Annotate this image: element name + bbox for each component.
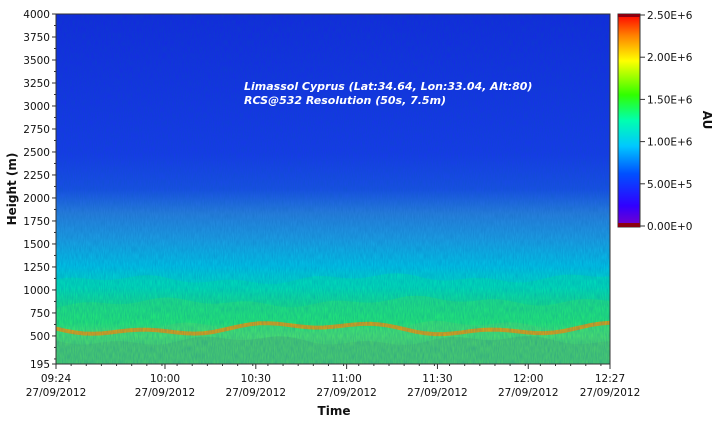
x-tick-time: 11:00 <box>331 373 361 385</box>
colorbar-tick-label: 2.00E+6 <box>647 52 693 64</box>
plot-noise <box>56 14 610 364</box>
colorbar-tick-label: 0.00E+0 <box>647 221 693 233</box>
colorbar-label: AU <box>700 111 714 130</box>
y-tick-label: 750 <box>30 308 50 320</box>
colorbar-gradient <box>617 13 641 228</box>
y-tick-label: 1250 <box>23 262 50 274</box>
x-axis-label: Time <box>318 404 351 418</box>
x-tick-date: 27/09/2012 <box>226 387 287 399</box>
y-tick-label: 3500 <box>23 55 50 67</box>
x-tick-date: 27/09/2012 <box>316 387 377 399</box>
x-tick-date: 27/09/2012 <box>135 387 196 399</box>
y-tick-label: 2250 <box>23 170 50 182</box>
annotation-location: Limassol Cyprus (Lat:34.64, Lon:33.04, A… <box>244 80 532 93</box>
x-tick-time: 12:27 <box>595 373 625 385</box>
x-tick-date: 27/09/2012 <box>580 387 641 399</box>
colorbar-tick-label: 1.50E+6 <box>647 94 693 106</box>
y-tick-label: 2500 <box>23 147 50 159</box>
y-tick-label: 500 <box>30 331 50 343</box>
y-tick-label: 3750 <box>23 32 50 44</box>
y-tick-label: 195 <box>30 359 50 371</box>
y-tick-label: 3250 <box>23 78 50 90</box>
plot-area <box>55 13 611 365</box>
x-tick-date: 27/09/2012 <box>498 387 559 399</box>
y-tick-label: 2750 <box>23 124 50 136</box>
y-tick-label: 1000 <box>23 285 50 297</box>
x-axis: 09:24 27/09/2012 10:00 27/09/2012 10:30 27/09… <box>26 363 641 399</box>
colorbar-tick-label: 1.00E+6 <box>647 137 693 149</box>
x-tick-time: 10:30 <box>241 373 271 385</box>
y-tick-label: 3000 <box>23 101 50 113</box>
y-axis: 195 500 750 1000 1250 1500 1750 2000 2250 2500 275… <box>23 9 57 371</box>
y-axis-label: Height (m) <box>5 153 19 226</box>
x-tick-time: 09:24 <box>41 373 72 385</box>
x-tick-time: 10:00 <box>150 373 180 385</box>
colorbar-tick-label: 2.50E+6 <box>647 10 693 22</box>
x-tick-time: 12:00 <box>513 373 543 385</box>
annotation-resolution: RCS@532 Resolution (50s, 7.5m) <box>244 94 446 107</box>
y-tick-label: 1500 <box>23 239 50 251</box>
colorbar: 0.00E+0 5.00E+5 1.00E+6 1.50E+6 2.00E+6 2.50E… <box>617 10 693 233</box>
x-tick-time: 11:30 <box>422 373 452 385</box>
y-tick-label: 4000 <box>23 9 50 21</box>
x-tick-date: 27/09/2012 <box>407 387 468 399</box>
y-tick-label: 1750 <box>23 216 50 228</box>
colorbar-over <box>618 14 640 17</box>
colorbar-tick-label: 5.00E+5 <box>647 179 693 191</box>
y-tick-label: 2000 <box>23 193 50 205</box>
colorbar-under <box>618 223 640 227</box>
x-tick-date: 27/09/2012 <box>26 387 87 399</box>
